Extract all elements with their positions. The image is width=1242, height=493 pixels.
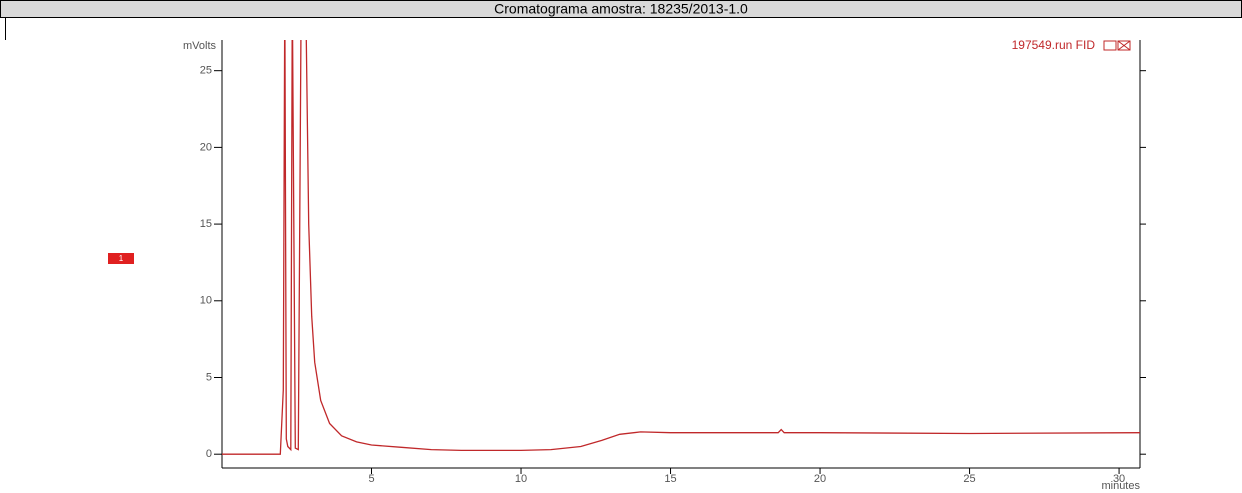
y-tick-label: 15	[200, 218, 212, 230]
x-tick-label: 30	[1113, 473, 1125, 485]
x-tick-label: 20	[814, 473, 826, 485]
y-axis-label: mVolts	[183, 40, 217, 52]
x-tick-label: 25	[963, 473, 975, 485]
peak-marker	[108, 253, 134, 264]
y-tick-label: 10	[200, 295, 212, 307]
x-tick-label: 15	[664, 473, 676, 485]
series-line	[222, 40, 1140, 455]
y-tick-label: 25	[200, 65, 212, 77]
legend-icon	[1117, 40, 1131, 51]
legend-icon	[1103, 40, 1117, 51]
peak-marker-label: 1	[119, 254, 124, 263]
x-tick-label: 10	[515, 473, 527, 485]
y-tick-label: 20	[200, 141, 212, 153]
legend-entry: 197549.run FID	[1012, 38, 1096, 52]
y-tick-label: 5	[206, 371, 212, 383]
x-tick-label: 5	[368, 473, 374, 485]
chart-title: Cromatograma amostra: 18235/2013-1.0	[494, 1, 748, 17]
legend-icon	[1117, 40, 1131, 51]
y-tick-label: 0	[206, 448, 212, 460]
x-axis-label: minutes	[1101, 480, 1140, 492]
